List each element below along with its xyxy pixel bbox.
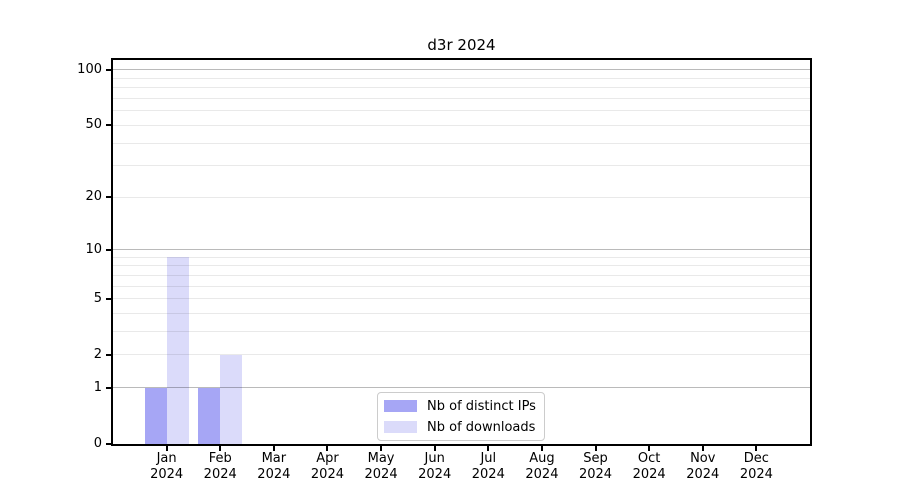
major-gridline [113,249,810,251]
x-tick-label: Mar 2024 [242,451,306,483]
x-tick-month: Apr [316,451,339,466]
minor-gridline [113,285,810,287]
legend-label: Nb of distinct IPs [427,398,536,414]
minor-gridline [113,124,810,126]
x-axis-tick [648,446,651,451]
x-tick-month: Jun [424,451,445,466]
y-axis-tick [106,196,113,199]
x-tick-year: 2024 [310,467,344,482]
y-tick-label: 10 [85,241,102,257]
x-axis-tick [272,446,275,451]
x-tick-month: Aug [529,451,555,466]
y-tick-label: 50 [85,117,102,133]
legend-swatch-distinct-ips-icon [384,400,417,412]
minor-gridline [113,256,810,258]
y-tick-label: 2 [93,346,102,362]
x-tick-year: 2024 [686,467,720,482]
minor-gridline [113,331,810,333]
x-tick-month: Nov [690,451,716,466]
x-tick-month: Mar [261,451,287,466]
x-tick-year: 2024 [739,467,773,482]
minor-gridline [113,110,810,112]
y-axis-tick [106,248,113,251]
x-tick-year: 2024 [525,467,559,482]
x-tick-label: Jan 2024 [135,451,199,483]
x-tick-month: Feb [208,451,232,466]
x-axis-tick [219,446,222,451]
plot-area [113,60,810,444]
x-tick-year: 2024 [203,467,237,482]
x-tick-label: Aug 2024 [510,451,574,483]
legend: Nb of distinct IPs Nb of downloads [377,392,545,441]
minor-gridline [113,265,810,267]
bar-distinct-ips-feb [198,387,221,444]
y-tick-label: 5 [93,290,102,306]
x-axis-tick [701,446,704,451]
x-tick-month: Dec [743,451,769,466]
y-tick-label: 1 [93,379,102,395]
x-tick-label: Oct 2024 [617,451,681,483]
x-tick-label: Nov 2024 [671,451,735,483]
x-tick-year: 2024 [632,467,666,482]
x-tick-year: 2024 [471,467,505,482]
y-axis-tick [106,297,113,300]
x-axis-tick [755,446,758,451]
x-tick-month: Oct [637,451,661,466]
minor-gridline [113,77,810,79]
x-axis-tick [165,446,168,451]
x-axis-tick [433,446,436,451]
y-tick-label: 100 [77,61,102,77]
x-tick-label: May 2024 [349,451,413,483]
x-tick-label: Jun 2024 [403,451,467,483]
x-tick-month: Sep [583,451,608,466]
x-tick-month: Jan [156,451,177,466]
bar-distinct-ips-jan [144,387,167,444]
x-tick-year: 2024 [150,467,184,482]
minor-gridline [113,142,810,144]
x-tick-year: 2024 [364,467,398,482]
x-tick-label: Feb 2024 [188,451,252,483]
bar-downloads-jan [166,257,189,444]
major-gridline [113,69,810,71]
minor-gridline [113,165,810,167]
legend-entry-distinct-ips: Nb of distinct IPs [384,397,538,415]
minor-gridline [113,196,810,198]
x-tick-year: 2024 [257,467,291,482]
x-tick-label: Jul 2024 [456,451,520,483]
legend-label: Nb of downloads [427,419,536,435]
y-axis-tick [106,68,113,71]
x-tick-month: May [367,451,395,466]
y-axis-tick [106,443,113,445]
x-tick-year: 2024 [578,467,613,482]
legend-swatch-downloads-icon [384,421,417,433]
minor-gridline [113,313,810,315]
x-tick-label: Apr 2024 [295,451,359,483]
minor-gridline [113,274,810,276]
bar-downloads-feb [220,354,243,444]
y-tick-label: 20 [85,189,102,205]
x-axis-tick [594,446,597,451]
minor-gridline [113,98,810,100]
y-axis-tick [106,124,113,127]
minor-gridline [113,87,810,89]
x-tick-year: 2024 [418,467,452,482]
y-tick-label: 0 [93,436,102,451]
major-gridline [113,387,810,389]
legend-entry-downloads: Nb of downloads [384,418,538,436]
x-axis-tick [326,446,329,451]
x-axis-tick [380,446,383,451]
y-axis-tick [106,386,113,389]
x-axis-tick [487,446,490,451]
minor-gridline [113,298,810,300]
x-axis-tick [540,446,543,451]
chart-title: d3r 2024 [427,36,496,54]
y-axis-tick [106,353,113,356]
minor-gridline [113,354,810,356]
x-tick-label: Dec 2024 [724,451,788,483]
x-tick-label: Sep 2024 [564,451,628,483]
x-tick-month: Jul [480,451,497,466]
